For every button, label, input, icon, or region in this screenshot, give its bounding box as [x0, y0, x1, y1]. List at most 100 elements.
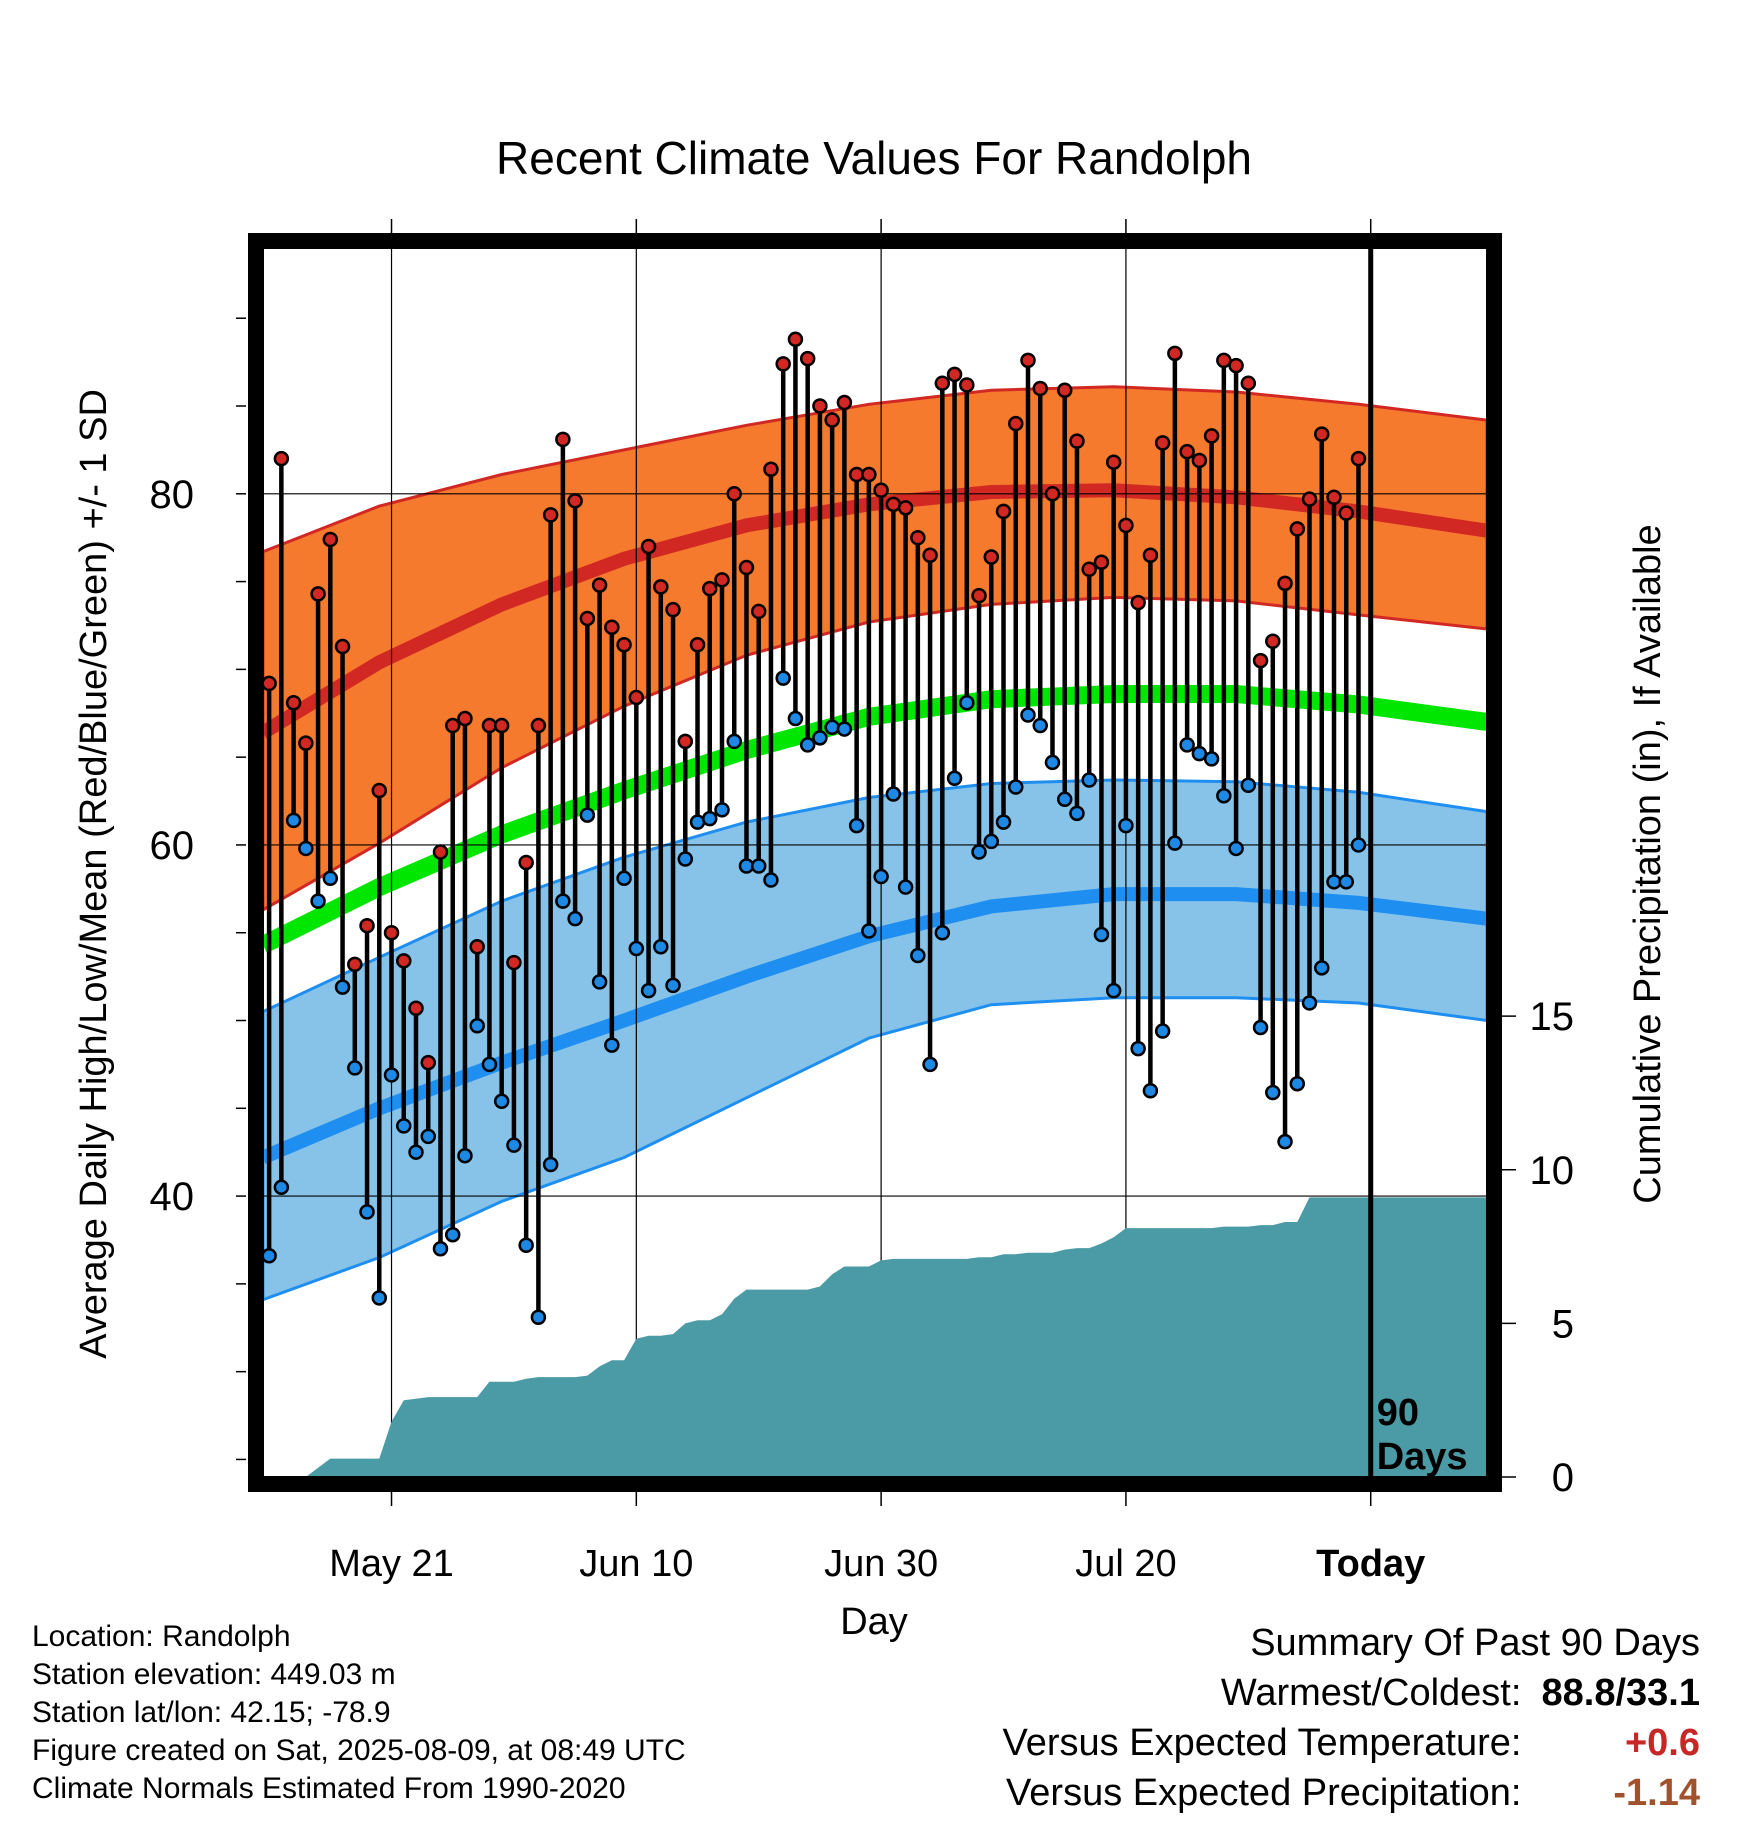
high-dot	[1252, 652, 1269, 669]
low-dot	[432, 1241, 449, 1257]
plot-frame	[248, 233, 1502, 1492]
high-dot	[1314, 426, 1330, 442]
high-dot	[983, 549, 1000, 565]
today-label: 90	[1377, 1392, 1419, 1434]
low-dot	[1093, 926, 1110, 943]
high-dot	[1216, 352, 1232, 369]
low-dot	[469, 1018, 485, 1034]
high-dot	[1142, 547, 1159, 563]
high-dot	[885, 496, 902, 513]
axes: 40 60 80 0 5 10 15 May 21 Jun 10 Jun 30 Jul 20 Toda…	[150, 219, 1575, 1585]
high-dot	[628, 689, 645, 706]
low-dot	[1191, 745, 1208, 762]
low-dot	[1216, 788, 1232, 804]
high-dot	[469, 939, 485, 955]
high-dot	[616, 637, 632, 653]
low-dot	[444, 1226, 461, 1243]
low-dot	[1105, 982, 1122, 999]
high-dot	[371, 782, 388, 799]
high-dot	[946, 366, 963, 383]
low-dot	[1314, 960, 1330, 976]
high-dot	[763, 461, 779, 477]
high-dot	[665, 601, 681, 618]
low-dot	[1167, 835, 1183, 851]
low-dot	[628, 940, 645, 957]
high-dot	[1228, 357, 1244, 374]
low-dot	[347, 1060, 363, 1076]
high-dot	[861, 466, 877, 483]
high-dot	[1191, 452, 1208, 469]
location-text: Location: Randolph	[32, 1620, 291, 1653]
x-tick-label: Jul 20	[1075, 1543, 1176, 1585]
low-dot	[579, 807, 596, 823]
high-dot	[518, 854, 534, 871]
precip-label: Versus Expected Precipitation:	[1006, 1772, 1522, 1814]
high-dot	[824, 412, 840, 428]
low-dot	[604, 1037, 620, 1053]
low-dot	[591, 974, 608, 990]
low-dot	[567, 910, 583, 927]
high-dot	[799, 350, 816, 367]
low-dot	[971, 844, 987, 860]
high-dot	[567, 493, 583, 509]
low-dot	[640, 982, 657, 999]
low-dot	[983, 833, 1000, 850]
low-dot	[1277, 1133, 1293, 1150]
high-dot	[1179, 443, 1195, 460]
temp-value: +0.6	[1624, 1722, 1700, 1764]
low-dot	[1044, 754, 1061, 771]
today-label: Days	[1377, 1436, 1468, 1478]
high-dot	[1277, 575, 1293, 592]
y2-tick-label: 5	[1552, 1302, 1574, 1346]
low-dot	[1118, 817, 1134, 834]
high-dot	[971, 587, 987, 604]
high-dot	[959, 377, 975, 393]
high-dot	[591, 577, 608, 593]
high-dot	[1069, 433, 1085, 449]
low-dot	[542, 1156, 559, 1173]
y2-tick-label: 15	[1530, 995, 1575, 1039]
high-dot	[298, 735, 314, 751]
low-dot	[1338, 874, 1354, 890]
latlon-text: Station lat/lon: 42.15; -78.9	[32, 1696, 391, 1729]
low-dot	[481, 1056, 498, 1073]
high-dot	[555, 431, 571, 448]
high-dot	[322, 531, 339, 548]
low-dot	[702, 810, 718, 827]
high-dot	[934, 375, 951, 391]
warm-cold-value: 88.8/33.1	[1541, 1672, 1700, 1714]
high-dot	[310, 586, 326, 602]
high-dot	[922, 547, 938, 563]
high-dot	[506, 954, 522, 971]
high-dot	[432, 844, 449, 860]
high-dot	[653, 579, 669, 595]
normals-note: Climate Normals Estimated From 1990-2020	[32, 1772, 626, 1805]
temp-row: Versus Expected Temperature: +0.6	[1003, 1718, 1700, 1768]
low-dot	[1203, 751, 1220, 767]
low-dot	[750, 858, 767, 874]
high-dot	[1056, 382, 1073, 398]
high-dot	[1105, 454, 1122, 470]
low-dot	[1179, 737, 1195, 753]
created-text: Figure created on Sat, 2025-08-09, at 08…	[32, 1734, 686, 1767]
high-dot	[836, 394, 853, 411]
low-dot	[677, 851, 694, 867]
low-dot	[322, 870, 339, 887]
high-dot	[334, 638, 351, 655]
high-dot	[604, 619, 620, 635]
high-dot	[347, 956, 363, 973]
high-dot	[714, 572, 730, 588]
low-dot	[383, 1067, 400, 1083]
low-dot	[653, 939, 669, 955]
low-dot	[506, 1137, 522, 1153]
normal-bands	[263, 385, 1487, 1302]
low-dot	[836, 721, 853, 737]
low-dot	[1154, 1023, 1171, 1039]
high-dot	[640, 538, 657, 555]
precip-row: Versus Expected Precipitation: -1.14	[1003, 1768, 1700, 1818]
low-dot	[1301, 995, 1318, 1011]
y2-tick-label: 10	[1530, 1149, 1575, 1193]
high-dot	[897, 500, 914, 516]
low-dot	[555, 893, 571, 909]
low-dot	[946, 770, 963, 786]
